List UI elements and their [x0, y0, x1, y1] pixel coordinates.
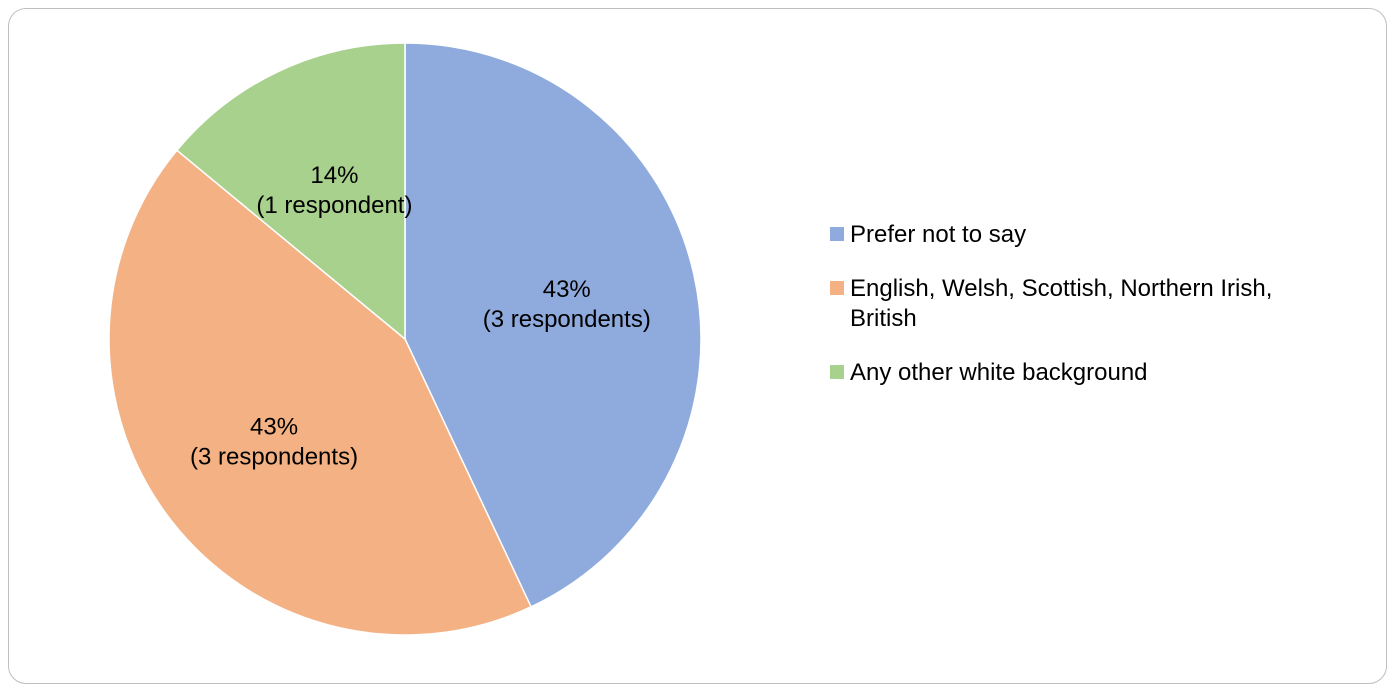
legend-item-any-other-white: Any other white background — [830, 358, 1350, 388]
legend-label: English, Welsh, Scottish, Northern Irish… — [850, 275, 1273, 332]
pie-slice — [404, 42, 702, 608]
chart-legend: Prefer not to say English, Welsh, Scotti… — [830, 220, 1350, 412]
legend-label: Any other white background — [850, 359, 1148, 386]
legend-swatch — [830, 227, 844, 241]
legend-swatch — [830, 365, 844, 379]
slice-data-label: 43% (3 respondents) — [483, 276, 651, 333]
legend-label: Prefer not to say — [850, 221, 1027, 248]
pie-slice — [175, 42, 406, 341]
pie-slice — [108, 149, 533, 636]
legend-item-prefer-not-to-say: Prefer not to say — [830, 220, 1350, 250]
slice-data-label: 43% (3 respondents) — [190, 414, 358, 471]
legend-swatch — [830, 281, 844, 295]
legend-item-english-welsh-scottish: English, Welsh, Scottish, Northern Irish… — [830, 274, 1350, 334]
slice-data-label: 14% (1 respondent) — [256, 162, 412, 219]
